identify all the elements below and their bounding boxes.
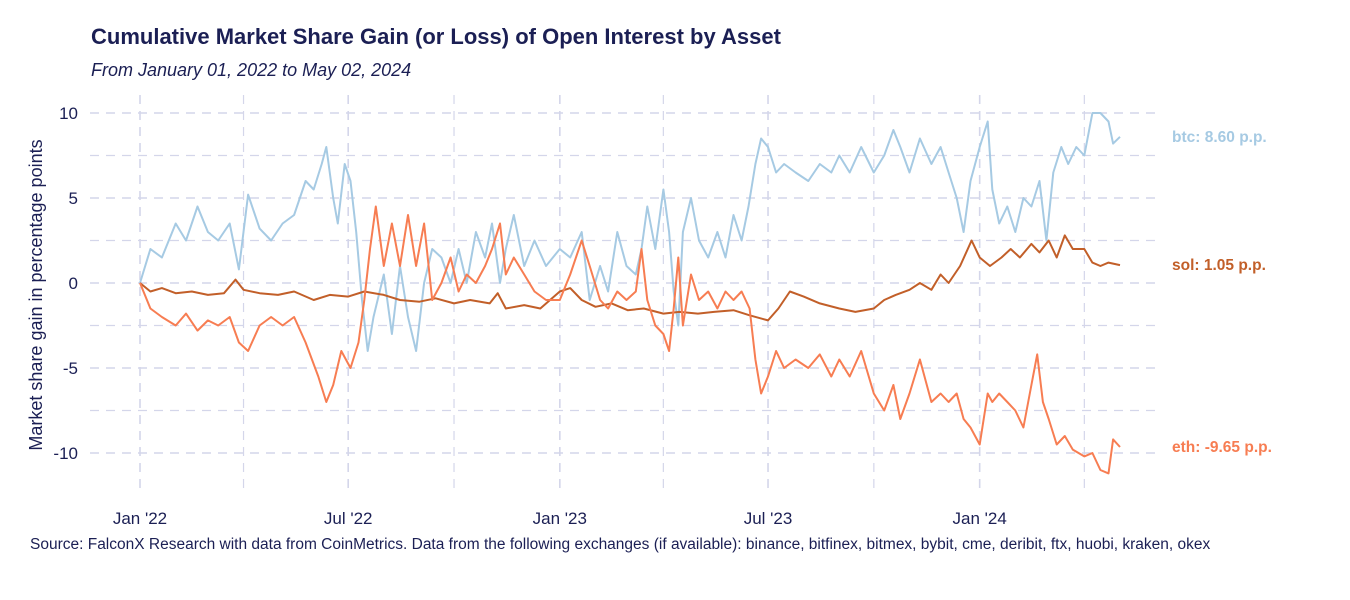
x-tick-label: Jan '24 [953, 509, 1007, 528]
axis-ticks: 10 5 0 -5 -10 Jan '22 Jul '22 Jan '23 Jul '23 Jan… [53, 104, 1006, 528]
chart-subtitle: From January 01, 2022 to May 02, 2024 [91, 60, 412, 80]
y-tick-label: -10 [53, 444, 78, 463]
series-labels: btc: 8.60 p.p. sol: 1.05 p.p. eth: -9.65 p… [1172, 129, 1272, 456]
source-note: Source: FalconX Research with data from … [30, 536, 1211, 553]
y-tick-label: 10 [59, 104, 78, 123]
y-axis-label: Market share gain in percentage points [26, 139, 46, 450]
series-line-btc [139, 112, 1121, 352]
series-line-eth [139, 205, 1121, 475]
series-label-sol: sol: 1.05 p.p. [1172, 257, 1266, 274]
series-lines [139, 112, 1121, 475]
series-label-eth: eth: -9.65 p.p. [1172, 439, 1272, 456]
y-tick-label: 0 [69, 274, 78, 293]
y-tick-label: 5 [69, 189, 78, 208]
x-tick-label: Jan '22 [113, 509, 167, 528]
series-line-sol [139, 234, 1121, 322]
series-label-btc: btc: 8.60 p.p. [1172, 129, 1267, 146]
x-tick-label: Jul '23 [744, 509, 793, 528]
x-tick-label: Jul '22 [324, 509, 373, 528]
y-tick-label: -5 [63, 359, 78, 378]
x-tick-label: Jan '23 [533, 509, 587, 528]
grid [90, 95, 1160, 495]
chart-title: Cumulative Market Share Gain (or Loss) o… [91, 24, 781, 49]
